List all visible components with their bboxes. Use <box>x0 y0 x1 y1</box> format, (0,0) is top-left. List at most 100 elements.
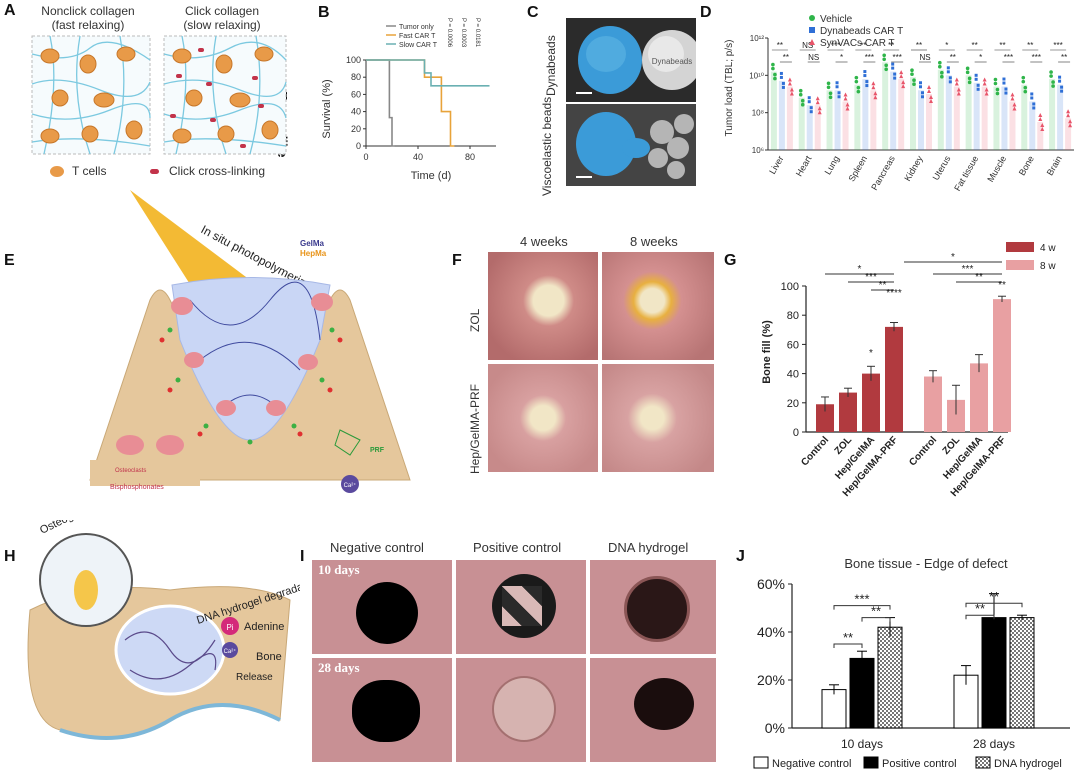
j-sig-label: ** <box>843 630 853 645</box>
d-point <box>773 72 777 77</box>
d-point <box>865 84 869 88</box>
panel-label-c: C <box>527 4 539 21</box>
panel-c-bottom-label: Viscoelastic beads <box>540 96 554 196</box>
d-bar <box>993 86 1000 150</box>
d-point <box>1058 79 1062 83</box>
bead-text: Dynabeads <box>652 57 692 66</box>
d-point <box>891 62 895 66</box>
d-bar <box>890 71 897 150</box>
d-category-label: Fat tissue <box>952 154 980 193</box>
d-point <box>1040 127 1045 131</box>
b-xtick-label: 80 <box>465 152 475 162</box>
d-point <box>845 106 850 111</box>
d-point <box>974 77 978 81</box>
photo-zol-4w <box>488 252 598 360</box>
panel-label-a: A <box>4 2 16 19</box>
j-legend-label: Negative control <box>772 758 852 770</box>
d-point <box>863 70 867 74</box>
d-bar <box>1001 86 1008 150</box>
d-point <box>927 85 931 89</box>
d-point <box>946 66 950 70</box>
d-point <box>1049 70 1053 74</box>
d-category-label: Muscle <box>985 154 1008 184</box>
d-bar <box>973 82 980 150</box>
d-point <box>779 71 783 75</box>
d-sig-label: * <box>979 53 982 62</box>
hepma-label: HepMa <box>300 249 327 258</box>
dna-hydrogel-illustration: Osteogenic differentiation DNA hydrogel … <box>27 520 300 740</box>
pi-label: Pi <box>226 623 233 632</box>
d-point <box>1004 91 1008 95</box>
b-legend-label: Slow CAR T <box>399 42 438 49</box>
d-point <box>1068 119 1073 124</box>
g-sig-label: ** <box>975 272 983 283</box>
panel-a-right-title: Click collagen (slow relaxing) <box>152 4 292 32</box>
release-label: Release <box>236 672 273 683</box>
chart-d-ylabel: Tumor load (TBL; p/s) <box>724 40 735 137</box>
g-ytick-label: 60 <box>787 339 799 351</box>
d-point <box>1004 87 1008 91</box>
d-point <box>884 67 888 72</box>
d-legend-marker <box>809 15 815 21</box>
d-point <box>1030 96 1034 100</box>
d-point <box>940 70 944 75</box>
panel-f-col1: 4 weeks <box>520 234 568 249</box>
d-bar <box>798 97 805 150</box>
j-legend-swatch <box>863 756 879 769</box>
d-point <box>921 95 924 99</box>
d-bar <box>1037 122 1044 150</box>
panel-label-f: F <box>452 252 462 269</box>
d-point <box>807 96 811 100</box>
d-point <box>965 66 970 71</box>
d-point <box>965 70 970 75</box>
panel-c-top-label: Dynabeads <box>544 35 558 96</box>
g-sig-label: * <box>869 348 873 359</box>
d-point <box>789 87 794 92</box>
d-point <box>974 73 978 77</box>
g-sig-label: ** <box>998 280 1006 291</box>
d-category-label: Liver <box>767 154 785 176</box>
d-point <box>976 87 980 91</box>
d-point <box>1010 92 1015 97</box>
ca-label-h: Ca²⁺ <box>224 648 237 655</box>
d-point <box>856 89 861 94</box>
d-point <box>938 60 942 65</box>
d-bar <box>1021 84 1028 150</box>
legend-click-label: Click cross-linking <box>169 164 266 178</box>
g-bar <box>816 404 834 432</box>
g-legend-swatch <box>1006 242 1034 252</box>
d-point <box>1032 102 1036 106</box>
d-sig-label: *** <box>893 53 902 62</box>
g-ytick-label: 40 <box>787 369 799 381</box>
b-legend-label: Tumor only <box>399 24 434 31</box>
d-point <box>1049 74 1053 78</box>
photo-hep-4w <box>488 364 598 472</box>
d-point <box>1023 89 1028 94</box>
prf-label: PRF <box>370 447 385 454</box>
g-bar <box>947 399 965 432</box>
chart-j-title: Bone tissue - Edge of defect <box>844 556 1008 571</box>
j-legend-swatch <box>975 756 991 769</box>
d-category-label: Lung <box>823 154 842 176</box>
d-point <box>817 106 822 111</box>
g-sig-label: ** <box>879 280 887 291</box>
d-point <box>835 85 839 89</box>
d-point <box>1038 113 1043 117</box>
d-point <box>984 91 989 96</box>
d-bar <box>981 86 988 150</box>
d-sig-label: * <box>840 53 843 62</box>
d-point <box>826 81 831 86</box>
g-sig-label: * <box>951 252 955 263</box>
g-legend-label: 4 w <box>1040 243 1056 254</box>
j-sig-label: ** <box>989 589 999 604</box>
d-point <box>1068 123 1073 128</box>
d-sig-label: *** <box>1004 53 1013 62</box>
b-series-slow-car-t <box>366 59 490 87</box>
d-legend-marker <box>809 39 815 45</box>
tumor-load-chart: Tumor load (TBL; p/s) 10⁶ 10⁸ 10¹⁰ 10¹² Live… <box>724 14 1074 193</box>
panel-label-g: G <box>724 252 737 269</box>
d-sig-label: ** <box>1027 41 1033 50</box>
d-point <box>893 76 897 80</box>
j-sig-bracket <box>965 614 995 620</box>
d-point <box>1066 113 1071 118</box>
